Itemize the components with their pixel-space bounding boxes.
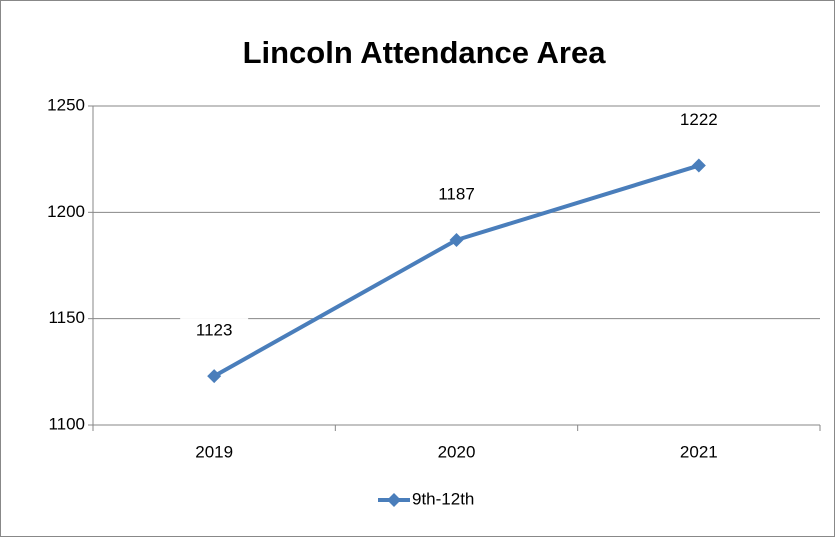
data-label-bg: [422, 181, 491, 208]
data-label: 1123: [196, 321, 233, 340]
y-tick-label: 1150: [48, 308, 85, 327]
legend-label: 9th-12th: [412, 489, 474, 508]
data-label: 1187: [438, 184, 475, 203]
point-marker: [207, 369, 222, 384]
y-tick-label: 1250: [47, 95, 85, 114]
x-tick-label: 2019: [195, 442, 233, 461]
legend-marker: [387, 493, 401, 507]
point-marker: [691, 158, 706, 173]
y-tick-label: 1200: [47, 202, 85, 221]
x-tick-label: 2020: [438, 442, 476, 461]
data-label: 1222: [680, 110, 718, 129]
data-label-bg: [180, 318, 249, 345]
data-label-bg: [664, 107, 733, 134]
chart-title: Lincoln Attendance Area: [243, 35, 607, 70]
x-tick-label: 2021: [680, 442, 718, 461]
y-tick-label: 1100: [48, 414, 85, 433]
point-marker: [449, 232, 464, 247]
